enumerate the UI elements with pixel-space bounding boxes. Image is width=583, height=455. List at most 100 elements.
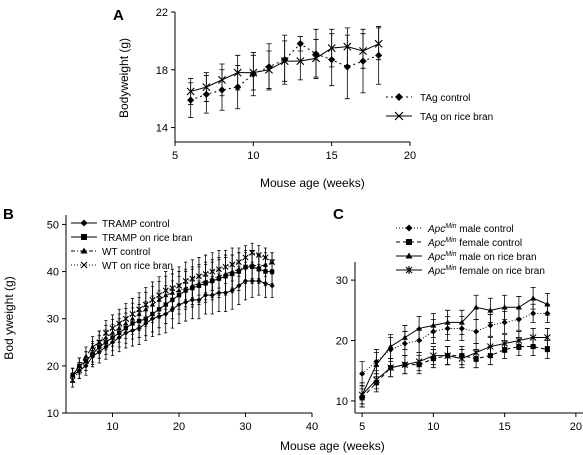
data-point [129,311,136,317]
x-tick-label: 5 [172,150,178,162]
data-point [312,54,320,63]
panel-b-letter: B [3,206,14,223]
data-point [218,75,226,84]
y-tick-label: 30 [336,275,348,287]
data-point [189,275,196,282]
panel-a-series [186,26,383,118]
panel-a-x-axis-title: Mouse age (weeks) [260,176,365,190]
legend-label-tag-control: TAg control [420,93,470,104]
panel-c-legend: ApcMin male control ApcMin female contro… [396,223,545,277]
x-tick-label: 20 [173,421,185,433]
series-0 [359,303,551,387]
series-1 [359,337,550,408]
data-point [430,322,437,328]
data-point [343,42,352,51]
x-tick-label: 40 [306,421,318,433]
panel-c-letter: C [333,206,344,223]
legend-label-tramp-rice-bran: TRAMP on rice bran [102,233,192,244]
data-point [430,352,437,360]
data-point [96,339,103,346]
data-point [269,259,276,266]
data-point [262,254,269,261]
panel-c-series [358,286,551,408]
data-point [544,301,551,307]
y-tick-label: 10 [47,408,59,420]
data-point [501,319,508,326]
x-tick-label: 10 [106,421,118,433]
data-point [472,349,480,357]
panel-b-ticks: 10 20 30 40 10 20 30 40 50 [47,219,318,433]
x-tick-label: 15 [326,150,338,162]
legend-marker-tramp-rice-bran [81,234,87,240]
data-point [142,301,149,308]
data-point [544,347,550,353]
data-point [373,376,380,384]
data-point [515,304,522,310]
x-tick-label: 30 [239,421,251,433]
data-point [359,370,366,377]
series-line [361,337,548,396]
data-point [116,320,123,327]
data-point [169,285,176,292]
data-point [444,352,451,360]
data-point [109,325,116,332]
data-point [374,39,383,48]
data-point [89,348,96,355]
panel-a-letter: A [113,7,124,24]
data-point [501,339,508,348]
data-point [529,333,537,342]
series-3 [69,242,276,388]
data-point [387,343,394,349]
series-1 [186,27,383,105]
series-3 [358,328,551,405]
data-point [269,283,275,289]
legend-label-apc-female-control: ApcMin female control [427,237,522,249]
legend-label-apc-male-control: ApcMin male control [427,223,514,235]
data-point [487,322,494,329]
data-point [401,334,408,340]
panel-b-legend: TRAMP control TRAMP on rice bran WT cont… [71,219,192,272]
legend-label-apc-male-rice-bran: ApcMin male on rice bran [427,251,537,263]
legend-marker-apc-female-rice-bran [405,266,413,274]
x-tick-label: 5 [359,421,365,433]
data-point [162,287,169,294]
panel-a: A 5 10 15 20 14 18 22 Mouse age (weeks) Bodywe… [113,7,493,190]
data-point [387,364,394,372]
panel-a-y-axis-title: Bodyweight (g) [117,38,131,118]
panel-b-y-axis-title: Bod yweight (g) [2,276,16,359]
shared-x-axis-title: Mouse age (weeks) [280,439,385,453]
data-point [544,333,551,342]
series-2 [359,286,551,408]
series-line [361,346,548,399]
panel-a-ticks: 5 10 15 20 14 18 22 [156,7,416,162]
data-point [416,325,423,331]
panel-b-series [69,242,276,388]
x-tick-label: 15 [499,421,511,433]
y-tick-label: 50 [47,219,59,231]
x-tick-label: 10 [247,150,259,162]
panel-a-legend: TAg control TAg on rice bran [386,93,493,123]
legend-marker-wt-rice-bran [80,261,88,269]
y-tick-label: 20 [47,361,59,373]
legend-label-tramp-control: TRAMP control [102,219,170,230]
data-point [249,68,258,77]
legend-label-wt-rice-bran: WT on rice bran [102,261,173,272]
y-tick-label: 22 [156,7,168,19]
data-point [249,249,256,256]
data-point [229,261,236,268]
data-point [82,358,89,365]
data-point [530,310,537,317]
data-point [69,377,76,383]
y-tick-label: 10 [336,396,348,408]
y-tick-label: 18 [156,65,168,77]
data-point [122,315,129,322]
panel-b: B 10 20 30 40 10 20 30 40 50 Bod yweight (g) TRA… [2,206,318,433]
data-point [186,87,195,96]
y-tick-label: 14 [156,123,168,135]
data-point [202,270,209,277]
legend-marker-apc-male-rice-bran [405,252,413,259]
x-tick-label: 20 [570,421,582,433]
panel-c: C 5 10 15 20 10 20 30 ApcMin male control ApcM… [333,206,583,433]
data-point [136,306,143,313]
data-point [233,68,242,77]
